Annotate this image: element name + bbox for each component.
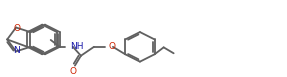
Text: O: O	[109, 42, 116, 51]
Text: O: O	[69, 67, 76, 76]
Text: O: O	[13, 24, 20, 33]
Text: NH: NH	[70, 42, 84, 51]
Text: N: N	[13, 46, 20, 55]
